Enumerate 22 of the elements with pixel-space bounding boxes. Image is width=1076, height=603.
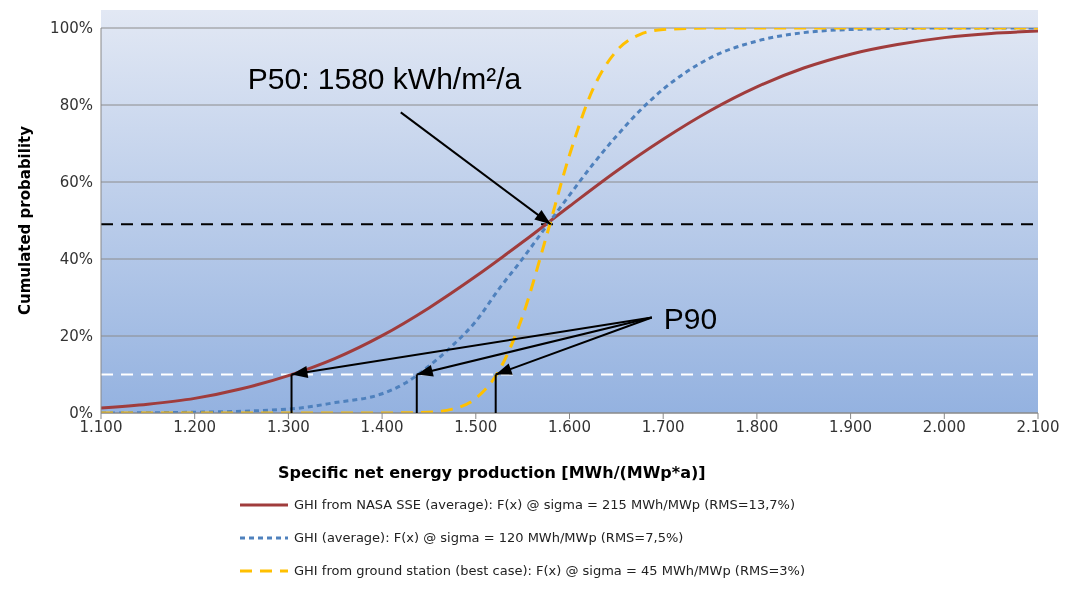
- x-tick-label: 1.800: [735, 417, 779, 436]
- x-tick-label: 1.300: [266, 417, 310, 436]
- legend-label: GHI from NASA SSE (average): F(x) @ sigma = 215 MWh/MWp (RMS=13,7%): [294, 497, 795, 512]
- x-tick-label: 1.200: [173, 417, 217, 436]
- y-tick-label: 60%: [59, 173, 93, 192]
- annotation: P50: 1580 kWh/m²/a: [247, 62, 522, 96]
- y-tick-label: 20%: [59, 327, 93, 346]
- x-tick-label: 1.400: [360, 417, 404, 436]
- legend-label: GHI from ground station (best case): F(x) @ sigma = 45 MWh/MWp (RMS=3%): [294, 563, 805, 578]
- x-tick-label: 1.700: [641, 417, 685, 436]
- x-tick-label: 1.900: [829, 417, 873, 436]
- x-axis-title: Specific net energy production [MWh/(MWp*a)]: [278, 463, 707, 482]
- y-axis-title: Cumulated probability: [16, 125, 34, 315]
- y-tick-label: 100%: [50, 19, 93, 38]
- x-tick-label: 1.500: [454, 417, 498, 436]
- y-tick-label: 80%: [59, 96, 93, 115]
- legend-label: GHI (average): F(x) @ sigma = 120 MWh/MWp (RMS=7,5%): [294, 530, 684, 545]
- x-tick-label: 2.100: [1016, 417, 1060, 436]
- x-tick-label: 2.000: [922, 417, 966, 436]
- annotation: P90: [663, 301, 718, 335]
- x-tick-label: 1.600: [548, 417, 591, 436]
- y-tick-label: 40%: [59, 250, 93, 269]
